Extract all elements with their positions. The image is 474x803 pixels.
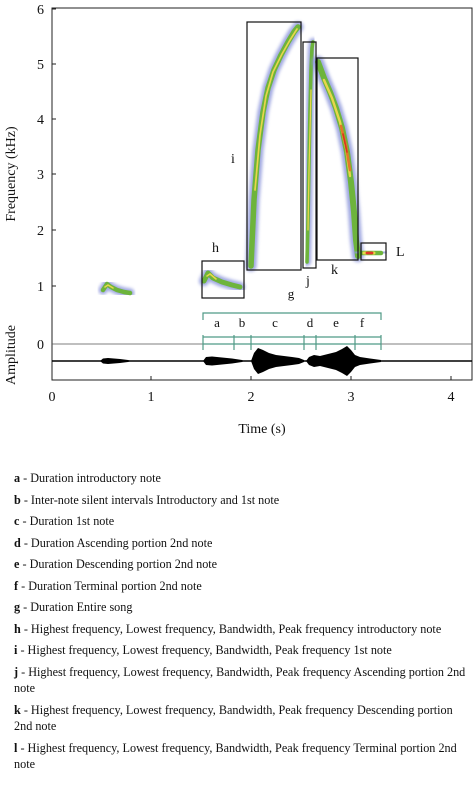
legend-key: b bbox=[14, 492, 21, 507]
x-tick-label: 4 bbox=[448, 390, 455, 405]
waveform-intro bbox=[100, 358, 131, 364]
duration-brackets bbox=[202, 312, 382, 350]
label-f: f bbox=[360, 315, 365, 330]
y-tick-label: 5 bbox=[37, 58, 44, 73]
legend-key: i bbox=[14, 643, 18, 657]
waveform-note2 bbox=[306, 346, 381, 376]
bracket-g bbox=[202, 312, 382, 320]
legend-item-c: c - Duration 1st note bbox=[14, 513, 466, 530]
box-l bbox=[360, 242, 387, 261]
legend-text: - Duration Entire song bbox=[20, 600, 133, 614]
plot-frame bbox=[51, 7, 473, 381]
label-e: e bbox=[333, 315, 339, 330]
x-tick-label: 3 bbox=[348, 390, 355, 405]
amplitude-tick-label: 0 bbox=[37, 338, 44, 353]
waveform-note1 bbox=[251, 348, 304, 374]
legend-text: - Highest frequency, Lowest frequency, B… bbox=[14, 740, 457, 772]
song-measurement-figure: 6 5 4 3 2 1 0 0 1 2 3 4 Frequency (kHz) … bbox=[4, 3, 473, 437]
legend-text: - Highest frequency, Lowest frequency, B… bbox=[20, 621, 442, 636]
spectrogram-intro-trace bbox=[98, 279, 135, 298]
box-h bbox=[201, 260, 245, 299]
legend-text: - Duration Descending portion 2nd note bbox=[19, 557, 218, 571]
amplitude-axis-label: Amplitude bbox=[4, 325, 19, 385]
legend-key: l bbox=[14, 740, 18, 755]
legend-key: g bbox=[14, 600, 21, 614]
legend-item-d: d - Duration Ascending portion 2nd note bbox=[14, 535, 466, 552]
legend-item-b: b - Inter-note silent intervals Introduc… bbox=[14, 492, 466, 509]
legend-key: k bbox=[14, 702, 21, 717]
legend-item-k: k - Highest frequency, Lowest frequency,… bbox=[14, 702, 466, 735]
frequency-ticks bbox=[52, 8, 56, 287]
legend-list: a - Duration introductory note b - Inter… bbox=[14, 470, 466, 778]
legend-key: j bbox=[14, 664, 19, 679]
label-g: g bbox=[288, 286, 295, 301]
spectrogram bbox=[98, 21, 387, 298]
label-b: b bbox=[239, 315, 246, 330]
box-k bbox=[316, 57, 359, 261]
waveform-h bbox=[203, 356, 244, 366]
legend-text: - Duration 1st note bbox=[19, 514, 115, 528]
label-k: k bbox=[331, 263, 338, 278]
legend-key: d bbox=[14, 535, 21, 550]
legend-key: h bbox=[14, 621, 21, 636]
legend-text: - Duration introductory note bbox=[20, 471, 161, 485]
label-a: a bbox=[214, 315, 220, 330]
y-tick-label: 3 bbox=[37, 168, 44, 183]
legend-item-l: l - Highest frequency, Lowest frequency,… bbox=[14, 740, 466, 773]
label-h: h bbox=[212, 241, 219, 256]
legend-item-e: e - Duration Descending portion 2nd note bbox=[14, 556, 466, 573]
legend-text: - Highest frequency, Lowest frequency, B… bbox=[14, 702, 453, 734]
measurement-boxes bbox=[201, 21, 387, 299]
y-tick-label: 2 bbox=[37, 224, 44, 239]
y-tick-label: 1 bbox=[37, 280, 44, 295]
legend-text: - Inter-note silent intervals Introducto… bbox=[20, 492, 280, 507]
legend-text: - Duration Terminal portion 2nd note bbox=[18, 578, 202, 593]
label-i: i bbox=[231, 152, 235, 167]
spectrogram-j-trace bbox=[303, 38, 317, 266]
legend-text: - Duration Ascending portion 2nd note bbox=[20, 535, 213, 550]
spectrogram-k-trace bbox=[312, 56, 364, 262]
legend-item-f: f - Duration Terminal portion 2nd note bbox=[14, 578, 466, 595]
time-ticks bbox=[51, 376, 452, 380]
x-tick-label: 0 bbox=[49, 390, 56, 405]
box-j bbox=[302, 41, 317, 269]
legend-item-g: g - Duration Entire song bbox=[14, 599, 466, 616]
x-tick-label: 2 bbox=[248, 390, 255, 405]
legend-text: - Highest frequency, Lowest frequency, B… bbox=[17, 643, 392, 657]
legend-key: c bbox=[14, 514, 20, 528]
spectrogram-i-trace bbox=[245, 21, 304, 272]
legend-text: - Highest frequency, Lowest frequency, B… bbox=[14, 664, 466, 696]
legend-item-a: a - Duration introductory note bbox=[14, 470, 466, 487]
spectrogram-l-trace bbox=[354, 247, 387, 258]
label-l: L bbox=[396, 245, 405, 260]
legend-item-i: i - Highest frequency, Lowest frequency,… bbox=[14, 642, 466, 659]
legend-item-h: h - Highest frequency, Lowest frequency,… bbox=[14, 621, 466, 638]
spectrogram-h-trace bbox=[199, 268, 245, 292]
label-j: j bbox=[305, 274, 310, 289]
legend-key: a bbox=[14, 471, 21, 485]
legend-key: f bbox=[14, 578, 19, 593]
label-c: c bbox=[272, 315, 278, 330]
y-axis-label: Frequency (kHz) bbox=[4, 126, 19, 222]
box-i bbox=[246, 21, 302, 271]
label-d: d bbox=[307, 315, 314, 330]
legend-item-j: j - Highest frequency, Lowest frequency,… bbox=[14, 664, 466, 697]
y-tick-label: 4 bbox=[37, 113, 44, 128]
y-tick-label: 6 bbox=[37, 3, 44, 18]
x-tick-label: 1 bbox=[148, 390, 155, 405]
legend-key: e bbox=[14, 557, 20, 571]
waveform bbox=[52, 346, 472, 376]
x-axis-label: Time (s) bbox=[238, 422, 286, 437]
